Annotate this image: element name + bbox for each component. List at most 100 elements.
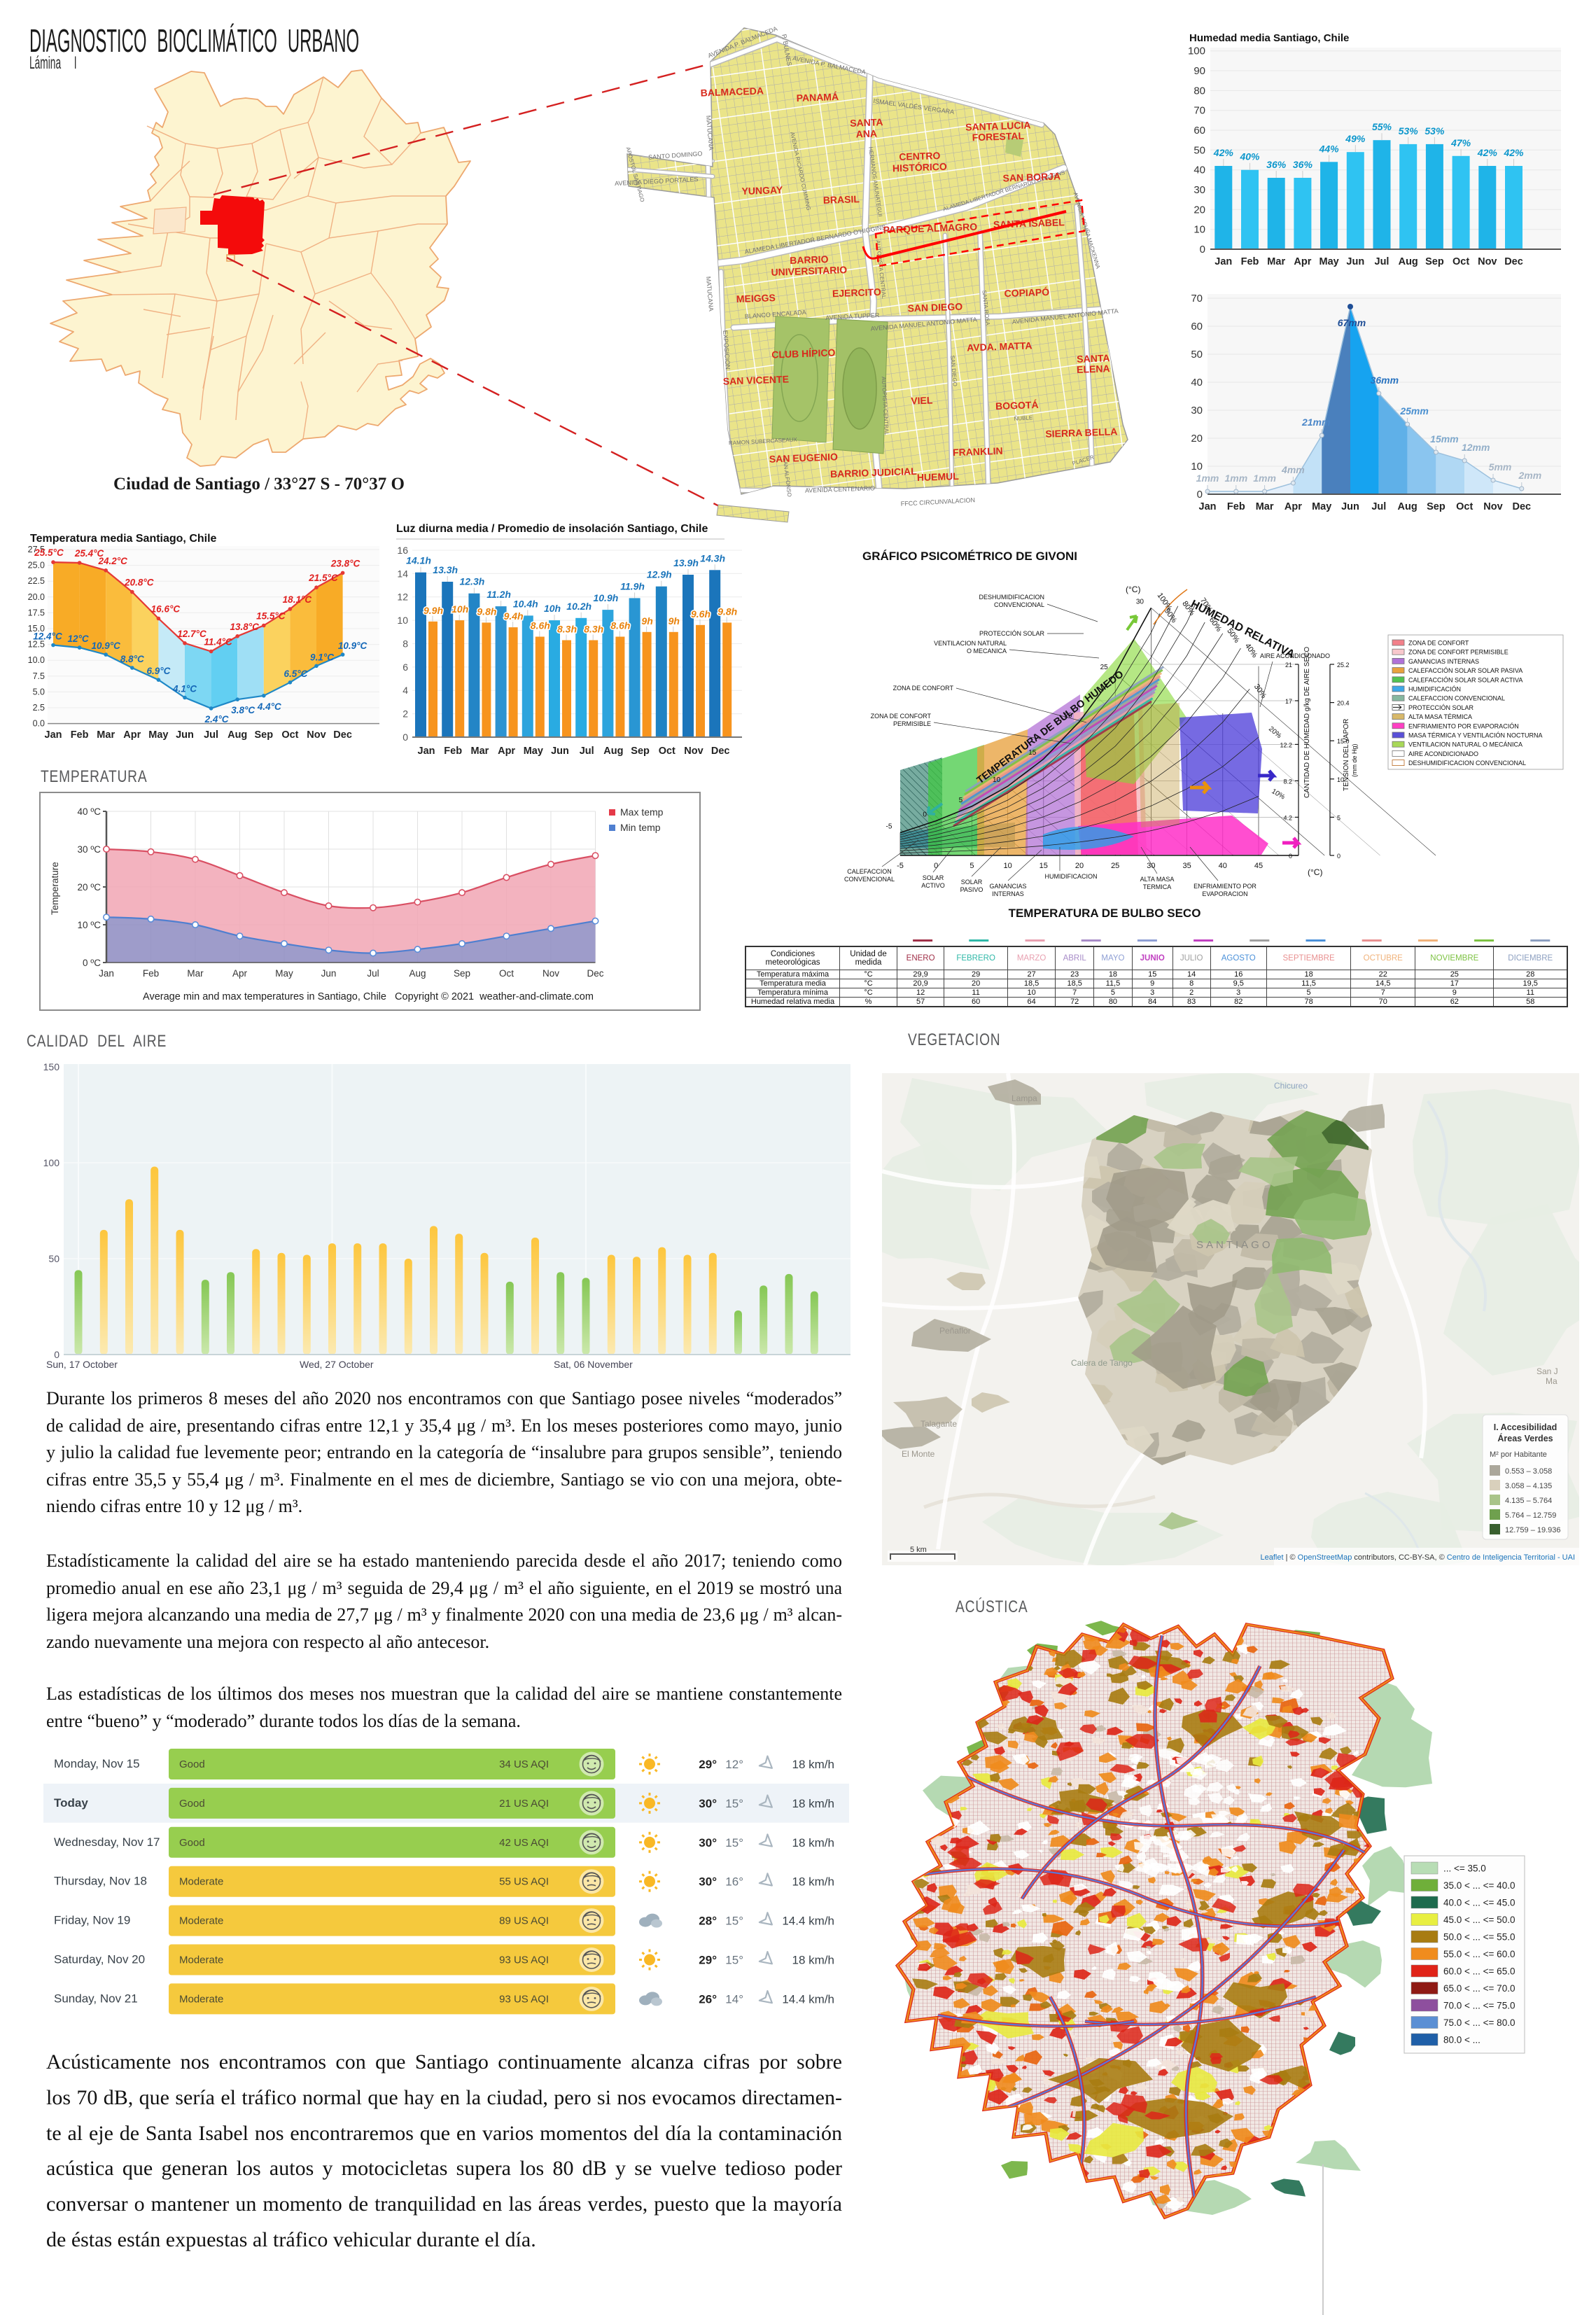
svg-text:17: 17 [1285,698,1292,705]
svg-text:DESHUMIDIFICACION CONVENCIONAL: DESHUMIDIFICACION CONVENCIONAL [1408,760,1526,767]
svg-text:Jan: Jan [1214,256,1232,267]
svg-text:Moderate: Moderate [179,1954,223,1966]
svg-text:Jun: Jun [321,968,337,979]
svg-text:5.0: 5.0 [33,687,45,697]
svg-text:15°: 15° [725,1797,743,1810]
svg-text:(mm de Hg): (mm de Hg) [1351,743,1358,777]
svg-text:14°: 14° [725,1992,743,2006]
svg-text:12.759 – 19.936: 12.759 – 19.936 [1505,1526,1561,1534]
svg-text:Wed, 27 October: Wed, 27 October [300,1359,374,1370]
svg-text:5: 5 [969,862,974,870]
svg-text:35: 35 [1182,862,1191,870]
svg-text:17.5: 17.5 [28,608,45,617]
svg-text:EVAPORACION: EVAPORACION [1202,890,1247,897]
svg-text:25.0: 25.0 [28,561,45,571]
svg-text:30°: 30° [699,1797,717,1810]
svg-text:28°: 28° [699,1915,717,1928]
svg-text:40: 40 [1191,377,1203,389]
svg-text:2.5: 2.5 [33,703,45,713]
svg-text:30: 30 [1136,598,1144,606]
svg-text:16.6°C: 16.6°C [151,604,181,615]
svg-text:Oct: Oct [281,729,298,741]
svg-text:Jan: Jan [1199,501,1217,512]
svg-text:40.0 < ... <= 45.0: 40.0 < ... <= 45.0 [1443,1898,1515,1908]
svg-text:Aug: Aug [409,968,426,979]
svg-text:10: 10 [1191,461,1203,473]
svg-text:50: 50 [48,1253,59,1264]
svg-text:50.0 < ... <= 55.0: 50.0 < ... <= 55.0 [1443,1932,1515,1943]
svg-text:9h: 9h [668,615,680,627]
svg-text:40: 40 [1194,165,1205,176]
svg-text:53%: 53% [1424,125,1445,137]
svg-text:(°C): (°C) [1308,867,1322,877]
svg-text:Dec: Dec [587,968,603,979]
svg-text:14.4 km/h: 14.4 km/h [782,1915,834,1928]
svg-text:TENSION DEL VAPOR: TENSION DEL VAPOR [1343,719,1350,791]
svg-text:14.3h: 14.3h [700,552,725,564]
svg-text:6.9°C: 6.9°C [146,666,170,676]
svg-text:20: 20 [1075,862,1084,870]
svg-text:Oct: Oct [659,746,676,757]
svg-text:Jun: Jun [1341,501,1359,512]
svg-text:10.4h: 10.4h [513,598,538,609]
svg-text:Humedad media Santiago, Chile: Humedad media Santiago, Chile [1189,32,1349,44]
svg-text:65.0 < ... <= 70.0: 65.0 < ... <= 70.0 [1443,1983,1515,1994]
svg-text:10.9h: 10.9h [593,592,618,603]
svg-text:29°: 29° [699,1954,717,1967]
svg-text:SAN DIEGO: SAN DIEGO [907,301,962,314]
svg-text:Friday, Nov 19: Friday, Nov 19 [54,1914,130,1927]
svg-text:9.8h: 9.8h [477,606,496,617]
svg-text:PANAMÁ: PANAMÁ [796,91,839,104]
svg-text:4: 4 [402,685,408,696]
svg-text:0: 0 [1289,853,1292,860]
svg-text:42%: 42% [1213,147,1234,158]
svg-text:SOLAR: SOLAR [923,874,944,881]
svg-text:50: 50 [1191,349,1203,361]
svg-text:2.4°C: 2.4°C [204,714,229,725]
svg-text:Aug: Aug [227,729,247,741]
svg-text:12.9h: 12.9h [647,569,672,580]
svg-text:Temperatura media Santiago, Ch: Temperatura media Santiago, Chile [30,533,217,545]
svg-text:Average min and max temperatur: Average min and max temperatures in Sant… [143,991,594,1002]
svg-text:Jun: Jun [551,746,569,757]
svg-text:Jun: Jun [1346,256,1364,267]
svg-text:CENTRO: CENTRO [899,150,941,162]
svg-text:20.0: 20.0 [28,592,45,602]
svg-text:SANTA LUCIA: SANTA LUCIA [965,119,1031,132]
svg-text:Jan: Jan [45,729,62,741]
svg-text:1mm: 1mm [1224,473,1247,484]
svg-text:TERMICA: TERMICA [1143,883,1172,890]
svg-text:18.1°C: 18.1°C [283,594,312,605]
svg-text:13.8°C: 13.8°C [230,622,259,632]
svg-text:3.8°C: 3.8°C [231,705,255,715]
svg-text:BARRIO JUDICIAL: BARRIO JUDICIAL [830,466,918,480]
svg-text:12: 12 [397,592,408,603]
svg-text:VIEL: VIEL [911,394,933,406]
svg-text:60: 60 [1194,125,1205,137]
svg-text:30°: 30° [699,1875,717,1889]
svg-text:14.4 km/h: 14.4 km/h [782,1992,834,2006]
svg-text:8: 8 [402,638,408,650]
svg-text:5mm: 5mm [1489,461,1512,473]
svg-text:70.0 < ... <= 75.0: 70.0 < ... <= 75.0 [1443,2001,1515,2011]
svg-text:30: 30 [1147,862,1155,870]
svg-text:Moderate: Moderate [179,1915,223,1927]
svg-text:42 US AQI: 42 US AQI [499,1837,549,1849]
svg-text:80.0 < ...: 80.0 < ... [1443,2035,1480,2045]
svg-text:10 ºC: 10 ºC [78,920,102,930]
svg-text:0: 0 [934,862,938,870]
svg-text:-5: -5 [886,823,892,831]
svg-text:30%: 30% [1252,683,1268,700]
svg-text:Good: Good [179,1798,205,1810]
svg-text:Mar: Mar [1256,501,1274,512]
svg-text:10: 10 [1003,862,1011,870]
svg-text:42%: 42% [1477,147,1498,158]
svg-text:12.3h: 12.3h [459,576,484,587]
svg-text:Jul: Jul [1371,501,1386,512]
svg-text:53%: 53% [1399,125,1419,137]
svg-text:12.7°C: 12.7°C [177,629,206,639]
svg-text:May: May [1312,501,1331,512]
svg-text:CONVENCIONAL: CONVENCIONAL [994,601,1044,608]
svg-text:10: 10 [1337,776,1344,783]
svg-text:CALEFACCIÓN SOLAR SOLAR ACTIVA: CALEFACCIÓN SOLAR SOLAR ACTIVA [1408,676,1522,683]
